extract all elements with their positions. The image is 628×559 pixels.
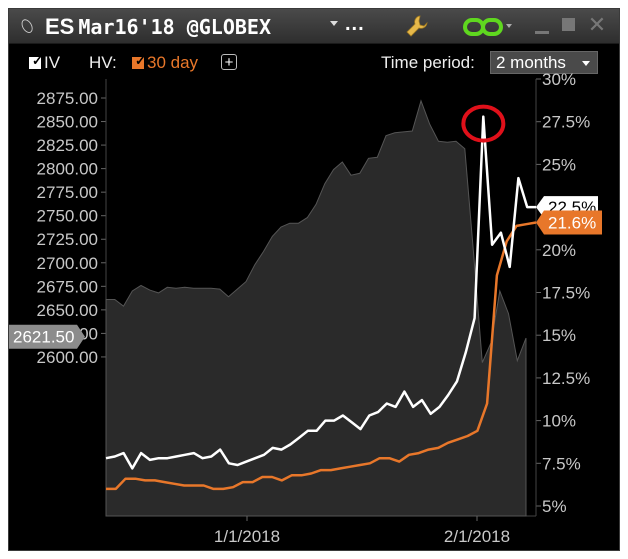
left-tick-label: 2650.00: [37, 301, 98, 320]
right-tick-label: 27.5%: [542, 113, 590, 132]
highlight-circle: [461, 104, 506, 143]
hv-label: HV:: [89, 53, 117, 72]
plot-area: [105, 79, 537, 517]
hv-line-series: [106, 221, 537, 491]
check-icon: ✓: [135, 53, 146, 68]
left-tick-label: 2700.00: [37, 254, 98, 273]
chevron-down-icon[interactable]: [330, 21, 338, 26]
left-axis: 2875.00 2850.00 2825.00 2800.00 2775.00 2750.…: [37, 89, 106, 367]
current-price-tag: [9, 324, 85, 349]
title-bar: ⬯ ES Mar16'18 @GLOBEX ... ✕: [9, 9, 619, 44]
hv-checkbox[interactable]: ✓: [132, 53, 146, 69]
right-tick-label: 20%: [542, 241, 576, 260]
current-hv-label: 21.6%: [548, 213, 596, 232]
current-hv-tag: [536, 210, 602, 235]
wrench-icon[interactable]: [405, 14, 429, 38]
right-tick-label: 10%: [542, 412, 576, 431]
right-tick-label: 17.5%: [542, 284, 590, 303]
left-tick-label: 2875.00: [37, 89, 98, 108]
iv-checkbox[interactable]: ✓: [29, 53, 43, 69]
right-tick-label: 25%: [542, 155, 576, 174]
chain-link-icon[interactable]: [463, 17, 503, 37]
x-tick-label: 2/1/2018: [444, 527, 510, 546]
left-tick-label: 2775.00: [37, 183, 98, 202]
right-tick-label: 15%: [542, 326, 576, 345]
left-tick-label: 2750.00: [37, 207, 98, 226]
right-tick-label: 30%: [542, 70, 576, 89]
chain-dropdown-icon[interactable]: [506, 24, 512, 28]
maximize-icon[interactable]: [562, 18, 575, 31]
add-study-button[interactable]: +: [221, 54, 237, 70]
right-tick-label: 12.5%: [542, 369, 590, 388]
symbol-label: ES: [45, 14, 75, 39]
close-icon[interactable]: ✕: [587, 12, 607, 37]
hv-toggle[interactable]: ✓ 30 day: [132, 53, 198, 73]
iv-toggle[interactable]: ✓ IV: [29, 53, 60, 73]
x-tick-label: 1/1/2018: [214, 527, 280, 546]
right-axis: 30%27.5%25%22.5%20%17.5%15%12.5%10%7.5%5…: [536, 70, 590, 516]
window-title[interactable]: ES Mar16'18 @GLOBEX: [45, 14, 271, 40]
left-tick-label: 2850.00: [37, 113, 98, 132]
minimize-icon[interactable]: [535, 31, 549, 34]
left-tick-label: 2600.00: [37, 348, 98, 367]
price-area-series: [105, 99, 527, 517]
hv-period-label: 30 day: [147, 53, 199, 72]
right-tick-label: 7.5%: [542, 454, 581, 473]
iv-label: IV: [44, 53, 61, 72]
current-price-label: 2621.50: [13, 328, 74, 347]
check-icon: ✓: [32, 53, 43, 68]
right-tick-label: 5%: [542, 497, 567, 516]
iv-line-series: [105, 115, 536, 470]
time-period-label: Time period:: [381, 53, 475, 72]
left-tick-label: 2675.00: [37, 277, 98, 296]
left-tick-label: 2825.00: [37, 136, 98, 155]
x-axis: 1/1/2018 2/1/2018: [214, 516, 510, 546]
more-options[interactable]: ...: [345, 13, 365, 35]
left-tick-label: 2725.00: [37, 230, 98, 249]
chevron-down-icon: [582, 61, 590, 66]
time-period-value: 2 months: [496, 53, 566, 72]
time-period-select[interactable]: 2 months: [490, 51, 598, 74]
left-tick-label: 2800.00: [37, 160, 98, 179]
volatility-chart: 2875.00 2850.00 2825.00 2800.00 2775.00 2750.…: [9, 70, 602, 546]
contract-label: Mar16'18 @GLOBEX: [78, 15, 272, 39]
chart-window: ⬯ ES Mar16'18 @GLOBEX ... ✕ ✓ IV HV: ✓ 30 d…: [8, 8, 620, 551]
